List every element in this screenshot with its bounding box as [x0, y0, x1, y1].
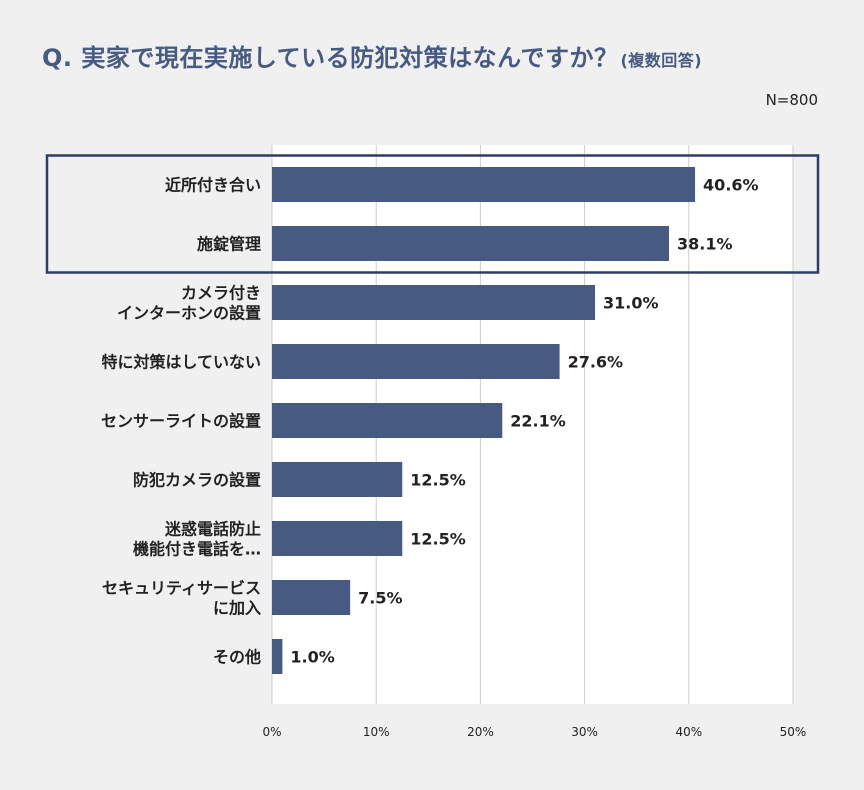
chart-title: Q. 実家で現在実施している防犯対策はなんですか？ (複数回答)	[42, 38, 702, 73]
category-label: 施錠管理	[197, 235, 261, 254]
bar	[272, 344, 560, 379]
bar	[272, 167, 696, 202]
x-tick-label: 0%	[262, 725, 281, 739]
category-label: に加入	[213, 599, 261, 618]
bar	[272, 580, 351, 615]
bar	[272, 226, 670, 261]
data-label: 1.0%	[290, 648, 334, 667]
x-tick-label: 40%	[675, 725, 702, 739]
x-tick-label: 10%	[363, 725, 390, 739]
x-tick-label: 30%	[571, 725, 598, 739]
category-label: 特に対策はしていない	[101, 353, 261, 372]
data-label: 31.0%	[603, 294, 659, 313]
data-label: 12.5%	[410, 530, 466, 549]
bar	[272, 403, 503, 438]
category-label: 防犯カメラの設置	[133, 471, 261, 490]
title-text: Q. 実家で現在実施している防犯対策はなんですか？	[42, 44, 619, 72]
data-label: 38.1%	[677, 235, 733, 254]
category-label: セキュリティサービス	[102, 579, 261, 598]
category-label: その他	[213, 648, 261, 667]
data-label: 22.1%	[510, 412, 566, 431]
x-tick-label: 50%	[780, 725, 807, 739]
highlight-box	[45, 154, 820, 274]
bar	[272, 639, 283, 674]
category-label: 迷惑電話防止	[164, 520, 261, 539]
sample-size-label: N=800	[765, 91, 818, 109]
data-label: 40.6%	[703, 176, 759, 195]
category-label: 機能付き電話を…	[133, 540, 261, 559]
category-label: センサーライトの設置	[101, 412, 261, 431]
data-label: 27.6%	[568, 353, 624, 372]
bar	[272, 462, 403, 497]
category-label: インターホンの設置	[117, 304, 261, 323]
title-note: (複数回答)	[620, 51, 703, 70]
data-label: 7.5%	[358, 589, 402, 608]
bar	[272, 521, 403, 556]
data-label: 12.5%	[410, 471, 466, 490]
x-tick-label: 20%	[467, 725, 494, 739]
category-label: カメラ付き	[181, 284, 261, 303]
category-label: 近所付き合い	[165, 176, 261, 195]
bar	[272, 285, 596, 320]
